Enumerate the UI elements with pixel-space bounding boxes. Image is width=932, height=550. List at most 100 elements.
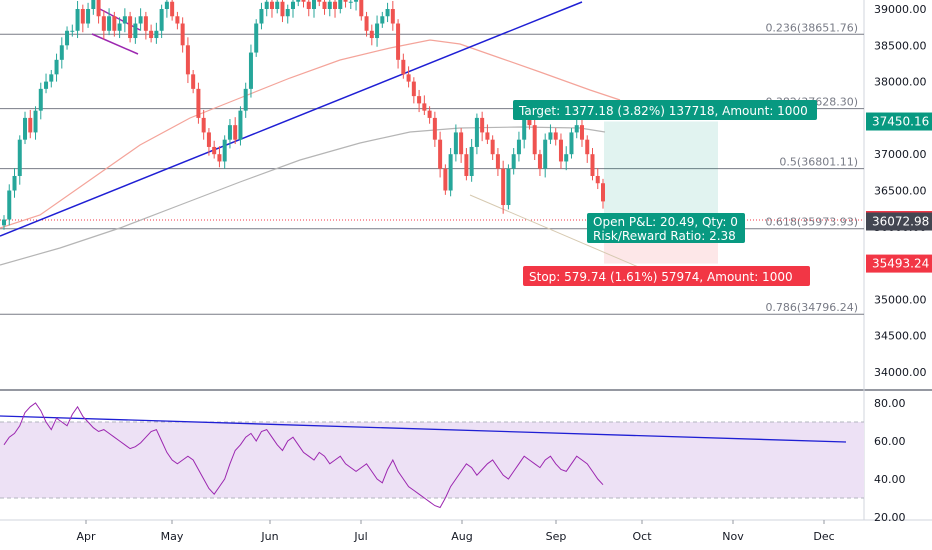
- support-line: [469, 194, 651, 273]
- rsi-band: [0, 421, 864, 499]
- candle-body: [149, 30, 154, 39]
- target-zone: [604, 121, 718, 222]
- candle-body: [196, 88, 201, 118]
- price-pane[interactable]: [0, 0, 864, 388]
- price-tag-text-target: 37450.16: [872, 115, 929, 129]
- candle-body: [464, 154, 469, 176]
- candle-body: [364, 16, 369, 31]
- candle-body: [480, 117, 485, 133]
- candle-body: [390, 9, 395, 24]
- time-tick-label: Nov: [722, 530, 744, 543]
- fib-level-label: 0.786(34796.24): [765, 301, 858, 314]
- candle-body: [159, 9, 164, 31]
- time-tick-label: Jul: [353, 530, 367, 543]
- candle-body: [185, 45, 190, 75]
- candle-body: [170, 1, 175, 17]
- candle-body: [459, 132, 464, 155]
- candle-body: [448, 154, 453, 191]
- candle-body: [490, 139, 495, 155]
- price-axis[interactable]: 34000.0034500.0035000.0035500.0036000.00…: [874, 3, 927, 379]
- candle-body: [380, 16, 385, 24]
- rsi-line: [3, 402, 604, 509]
- rsi-trend-line: [0, 415, 847, 443]
- candle-body: [154, 30, 159, 39]
- candle-body: [59, 45, 64, 60]
- target-label-box: [513, 100, 817, 120]
- candle-body: [579, 125, 584, 140]
- candle-body: [28, 117, 33, 133]
- candle-body: [269, 1, 274, 10]
- time-tick-label: Aug: [451, 530, 472, 543]
- candle-body: [301, 0, 306, 2]
- candles: [2, 0, 605, 230]
- candle-body: [333, 1, 338, 10]
- candle-body: [432, 117, 437, 140]
- candle-body: [201, 117, 206, 133]
- candle-body: [527, 117, 532, 126]
- candle-body: [495, 154, 500, 169]
- rsi-tick-label: 40.00: [874, 473, 906, 486]
- fib-level-label: 0.618(35973.93): [765, 216, 858, 229]
- candle-body: [233, 125, 238, 140]
- moving-averages: [0, 39, 621, 266]
- time-tick-label: Sep: [546, 530, 567, 543]
- ascending-trend-line: [0, 1, 583, 237]
- candle-body: [401, 59, 406, 75]
- candle-body: [601, 183, 605, 202]
- candle-body: [385, 9, 390, 17]
- candle-body: [138, 16, 143, 24]
- candle-body: [532, 125, 537, 155]
- rsi-band-fill: [0, 422, 864, 498]
- candle-body: [275, 1, 280, 10]
- pnl-label-line1: Open P&L: 20.49, Qty: 0: [593, 215, 738, 229]
- candle-body: [117, 23, 122, 31]
- fib-retracement[interactable]: 0.236(38651.76)0.382(37628.30)0.5(36801.…: [0, 21, 864, 315]
- candle-body: [212, 146, 217, 155]
- candle-body: [80, 9, 85, 24]
- stop-label-box: [523, 266, 810, 286]
- candle-body: [217, 154, 222, 162]
- candle-body: [175, 16, 180, 24]
- candle-body: [327, 1, 332, 10]
- candle-body: [65, 30, 70, 46]
- candle-body: [128, 16, 133, 39]
- candle-body: [296, 0, 301, 2]
- candle-body: [7, 190, 12, 220]
- candle-body: [112, 16, 117, 31]
- candle-body: [206, 132, 211, 147]
- candle-body: [96, 0, 101, 17]
- candle-body: [396, 23, 401, 60]
- price-tick-label: 38500.00: [874, 39, 927, 52]
- candle-body: [438, 139, 443, 169]
- rsi-axis[interactable]: 80.00 60.00 40.00 20.00: [874, 397, 906, 524]
- price-tag-target: [866, 112, 932, 131]
- candle-body: [417, 96, 422, 104]
- time-axis[interactable]: Apr May Jun Jul Aug Sep Oct Nov Dec: [76, 520, 835, 543]
- candle-body: [511, 154, 516, 169]
- candle-body: [143, 16, 148, 31]
- candle-body: [359, 0, 364, 17]
- candle-body: [543, 139, 548, 169]
- candle-body: [317, 0, 322, 2]
- price-tag-entry: [866, 212, 932, 231]
- price-tick-label: 34500.00: [874, 330, 927, 343]
- rsi-indicator: [3, 402, 604, 509]
- candle-body: [574, 125, 579, 133]
- candle-body: [585, 139, 590, 155]
- candle-body: [12, 175, 17, 191]
- candle-body: [122, 16, 127, 24]
- candle-body: [485, 132, 490, 140]
- trend-lines[interactable]: [0, 1, 847, 443]
- candle-body: [285, 9, 290, 17]
- time-tick-label: Jun: [260, 530, 278, 543]
- candle-body: [443, 168, 448, 191]
- stop-label-text: Stop: 579.74 (1.61%) 57974, Amount: 1000: [529, 270, 793, 284]
- candle-body: [33, 110, 38, 133]
- rsi-tick-label: 20.00: [874, 511, 906, 524]
- candle-body: [101, 16, 106, 31]
- candle-body: [75, 9, 80, 31]
- price-tick-label: 38000.00: [874, 76, 927, 89]
- pnl-label-box: [587, 213, 745, 243]
- candle-body: [54, 59, 59, 75]
